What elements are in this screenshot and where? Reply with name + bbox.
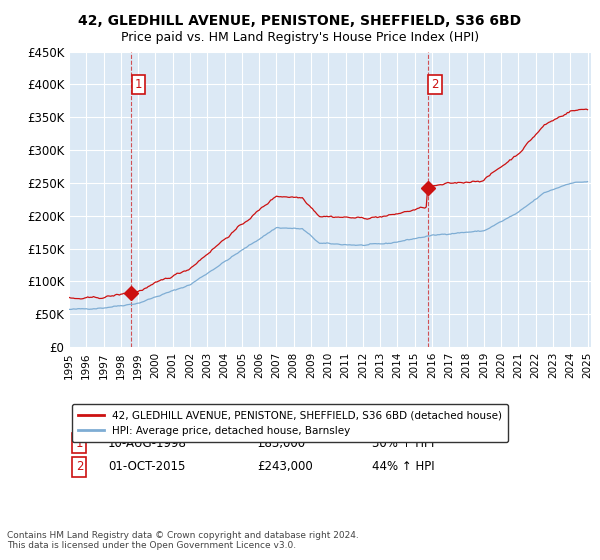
Text: Contains HM Land Registry data © Crown copyright and database right 2024.
This d: Contains HM Land Registry data © Crown c…: [7, 530, 359, 550]
Legend: 42, GLEDHILL AVENUE, PENISTONE, SHEFFIELD, S36 6BD (detached house), HPI: Averag: 42, GLEDHILL AVENUE, PENISTONE, SHEFFIEL…: [71, 404, 508, 442]
Text: 42, GLEDHILL AVENUE, PENISTONE, SHEFFIELD, S36 6BD: 42, GLEDHILL AVENUE, PENISTONE, SHEFFIEL…: [79, 14, 521, 28]
Text: 2: 2: [76, 460, 83, 473]
Text: Price paid vs. HM Land Registry's House Price Index (HPI): Price paid vs. HM Land Registry's House …: [121, 31, 479, 44]
Text: 01-OCT-2015: 01-OCT-2015: [108, 460, 185, 473]
Text: 44% ↑ HPI: 44% ↑ HPI: [372, 460, 434, 473]
Text: 10-AUG-1998: 10-AUG-1998: [108, 437, 187, 450]
Text: £243,000: £243,000: [257, 460, 313, 473]
Text: 1: 1: [76, 437, 83, 450]
Text: 1: 1: [134, 78, 142, 91]
Text: £83,000: £83,000: [257, 437, 305, 450]
Text: 30% ↑ HPI: 30% ↑ HPI: [372, 437, 434, 450]
Text: 2: 2: [431, 78, 439, 91]
